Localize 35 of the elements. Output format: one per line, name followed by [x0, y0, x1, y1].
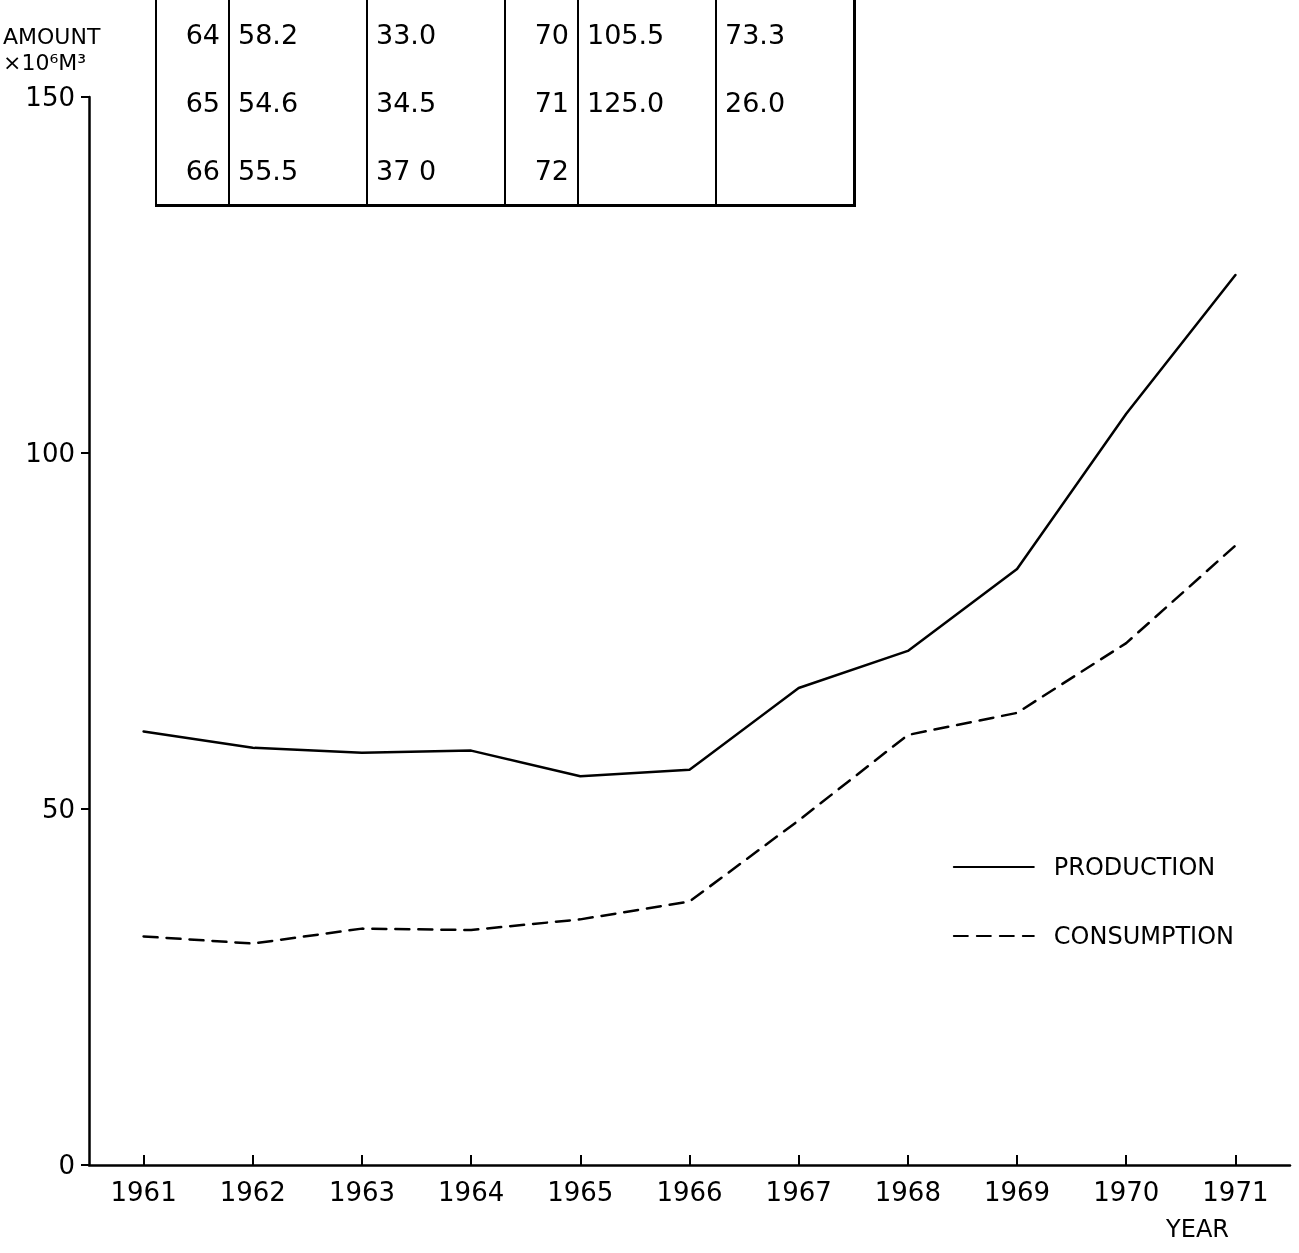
text: 105.5 — [587, 18, 665, 50]
annotation: 54.6 — [228, 68, 366, 136]
x-tick-label: 1961 — [110, 1177, 177, 1207]
annotation: 72 — [504, 136, 577, 207]
x-tick-label: 1966 — [656, 1177, 723, 1207]
annotation: 125.0 — [577, 68, 715, 136]
x-tick-label: 1963 — [328, 1177, 396, 1207]
x-tick-label: 1969 — [983, 1177, 1051, 1207]
annotation: 34.5 — [366, 68, 504, 136]
x-axis-title: YEAR — [1165, 1215, 1229, 1243]
annotation: 26.0 — [715, 68, 856, 136]
x-tick-label: 1970 — [1093, 1177, 1160, 1207]
annotation: 55.5 — [228, 136, 366, 207]
annotation: 66 — [155, 136, 228, 207]
text: 64 — [185, 18, 220, 50]
annotation: 71 — [504, 68, 577, 136]
y-tick-label: 100 — [25, 438, 75, 468]
legend-label: CONSUMPTION — [1053, 922, 1235, 950]
legend-label: PRODUCTION — [1053, 853, 1216, 881]
x-tick-label: 1962 — [219, 1177, 286, 1207]
x-tick-label: 1965 — [547, 1177, 614, 1207]
text: 73.3 — [725, 18, 786, 50]
x-tick-label: 1967 — [765, 1177, 832, 1207]
text: 33.0 — [376, 18, 437, 50]
x-tick-label: 1964 — [438, 1177, 505, 1207]
x-tick-label: 1971 — [1202, 1177, 1269, 1207]
x-tick-label: 1968 — [874, 1177, 941, 1207]
y-tick-label: 0 — [58, 1150, 75, 1180]
y-tick-label: 50 — [41, 794, 75, 824]
annotation: 37 0 — [366, 136, 504, 207]
annotation: 65 — [155, 68, 228, 136]
y-tick-label: 150 — [25, 82, 75, 112]
y-axis-title: AMOUNT ×10⁶M³ — [3, 23, 101, 75]
text: 70 — [534, 18, 569, 50]
text: 58.2 — [238, 18, 299, 50]
